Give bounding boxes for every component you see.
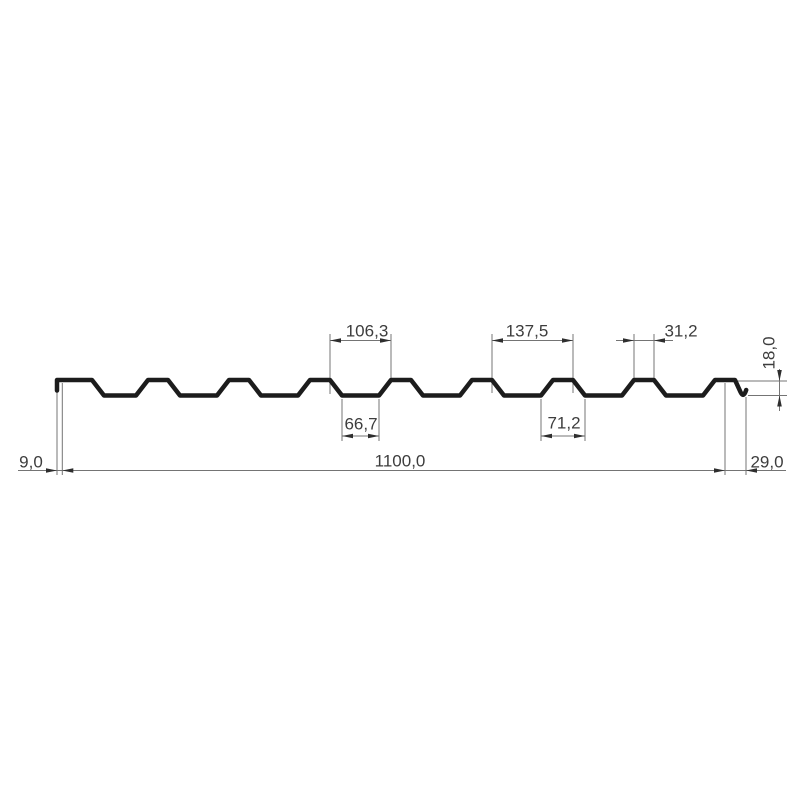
dim-label-rib-top-width: 31,2 (664, 321, 698, 341)
dim-label-top-valley-width: 106,3 (345, 321, 389, 341)
dimension-arrowheads (46, 338, 782, 473)
dim-label-total-cover-width: 1100,0 (374, 451, 426, 470)
dim-label-profile-height: 18,0 (759, 335, 779, 370)
dim-label-rib-pitch: 137,5 (505, 321, 549, 341)
sheet-profile-outline (54, 377, 749, 398)
dim-label-right-edge-offset: 29,0 (750, 452, 784, 471)
extension-lines (56, 334, 787, 475)
dim-label-left-edge-offset: 9,0 (19, 452, 43, 471)
dim-label-rib-base-width: 71,2 (547, 413, 581, 432)
dim-label-valley-bottom-width: 66,7 (344, 414, 378, 433)
